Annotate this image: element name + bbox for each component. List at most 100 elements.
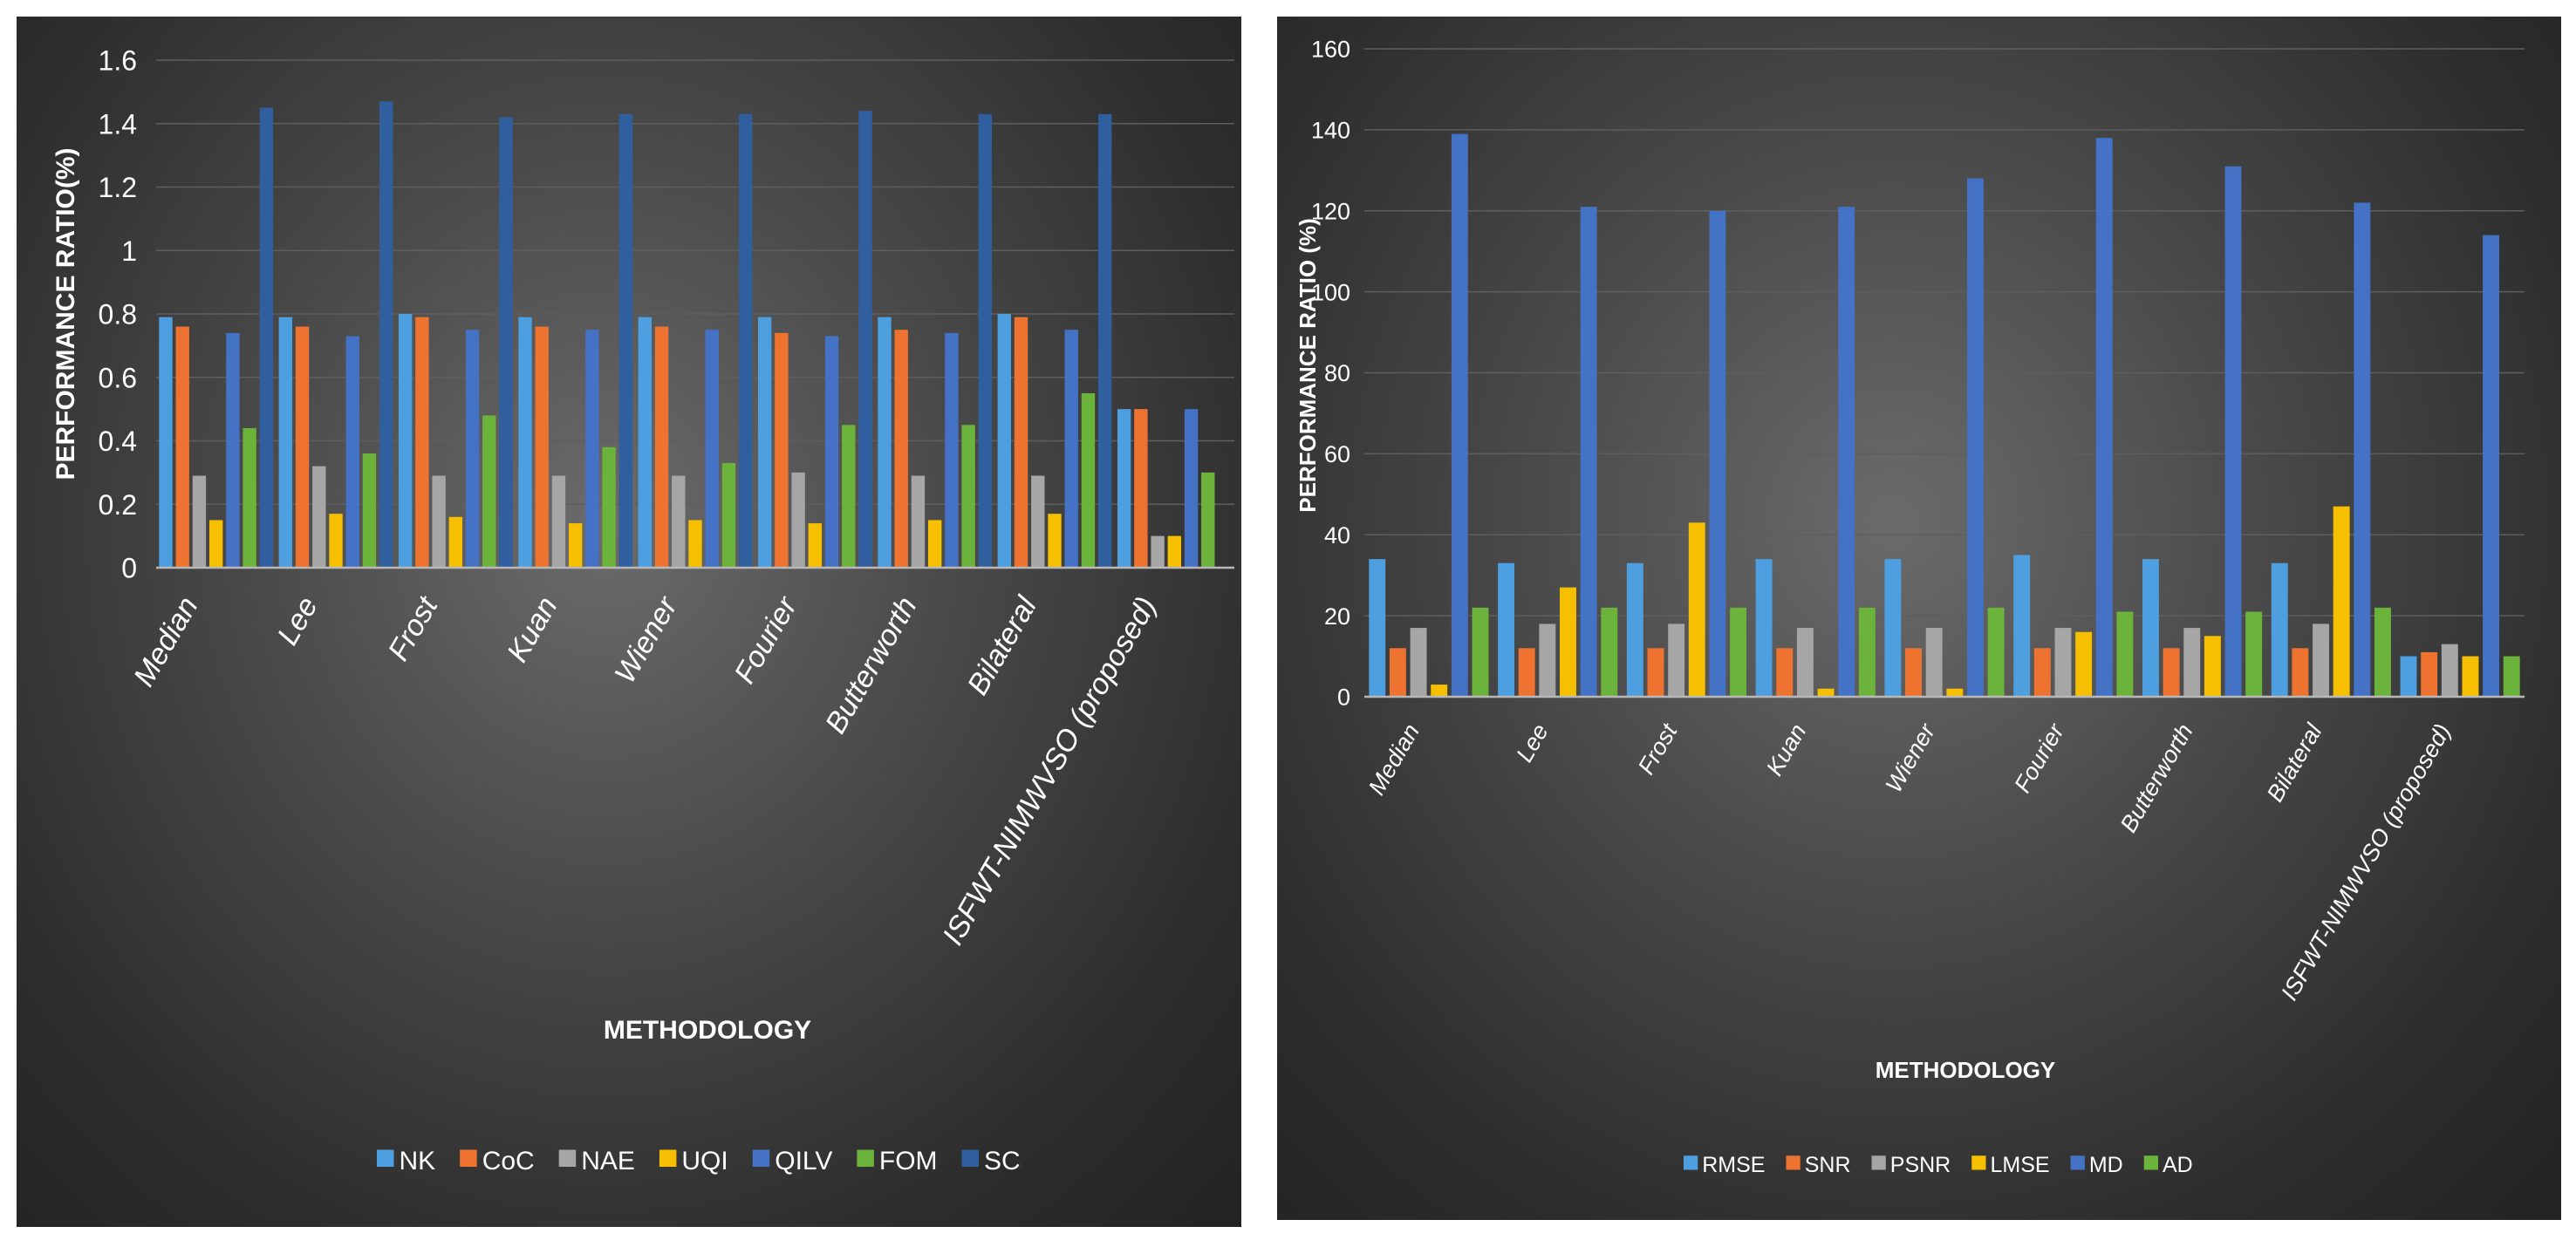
y-axis-title: PERFORMANCE RATIO (%)	[1295, 218, 1321, 513]
bar-rmse-median	[1369, 559, 1386, 697]
bar-nae-bilateral	[1031, 475, 1045, 568]
bar-md-isfwt-nimwvso-proposed	[2483, 235, 2500, 697]
bar-ad-frost	[1730, 607, 1747, 697]
x-category-label: Kuan	[501, 591, 564, 668]
bar-rmse-butterworth	[2142, 559, 2159, 697]
bar-sc-kuan	[618, 113, 633, 568]
bar-sc-lee	[379, 101, 393, 569]
legend-swatch-uqi	[659, 1149, 677, 1167]
y-tick-label: 0.8	[99, 299, 137, 330]
legend-swatch-snr	[1786, 1155, 1800, 1170]
x-category-label: Bilateral	[2262, 719, 2327, 806]
bar-psnr-kuan	[1796, 628, 1814, 697]
y-tick-label: 1	[121, 235, 137, 267]
bar-nk-lee	[278, 317, 293, 568]
legend-label-coc: CoC	[482, 1147, 535, 1175]
bar-ad-fourier	[2116, 611, 2134, 697]
bar-qilv-butterworth	[945, 332, 959, 568]
bar-rmse-kuan	[1755, 559, 1773, 697]
bar-nae-wiener	[672, 475, 686, 568]
bar-rmse-wiener	[1884, 559, 1902, 697]
bar-lmse-isfwt-nimwvso-proposed	[2462, 656, 2479, 697]
y-axis-title: PERFORMANCE RATIO(%)	[51, 147, 80, 480]
bar-nae-lee	[312, 466, 326, 568]
bar-coc-butterworth	[894, 330, 908, 568]
bar-snr-wiener	[1905, 648, 1922, 697]
bar-uqi-fourier	[808, 523, 823, 568]
x-category-label: Wiener	[608, 590, 684, 689]
bar-lmse-median	[1431, 685, 1448, 697]
bar-md-butterworth	[2224, 166, 2242, 697]
bar-fom-median	[243, 427, 256, 568]
bar-md-kuan	[1838, 207, 1855, 697]
bar-lmse-bilateral	[2333, 506, 2350, 697]
bar-lmse-fourier	[2075, 631, 2093, 697]
bar-snr-isfwt-nimwvso-proposed	[2421, 651, 2438, 697]
y-tick-label: 140	[1311, 118, 1350, 144]
bar-nae-butterworth	[911, 475, 926, 568]
bar-ad-lee	[1601, 607, 1618, 697]
bar-ad-median	[1472, 607, 1489, 697]
bar-ad-butterworth	[2245, 611, 2263, 697]
legend-swatch-lmse	[1971, 1155, 1986, 1170]
y-tick-label: 0	[1337, 685, 1350, 711]
bar-fom-frost	[482, 415, 496, 568]
bar-ad-isfwt-nimwvso-proposed	[2503, 656, 2520, 697]
bar-lmse-wiener	[1946, 688, 1964, 697]
legend-swatch-psnr	[1871, 1155, 1886, 1170]
legend-label-nae: NAE	[581, 1147, 635, 1175]
bar-qilv-frost	[465, 330, 480, 568]
legend-swatch-nk	[377, 1149, 394, 1167]
legend-swatch-fom	[857, 1149, 874, 1167]
bar-fom-lee	[362, 453, 377, 568]
bar-snr-frost	[1647, 648, 1664, 697]
bar-nk-wiener	[638, 317, 653, 568]
y-tick-label: 40	[1324, 522, 1350, 549]
x-axis-title: METHODOLOGY	[604, 1016, 811, 1045]
legend-label-nk: NK	[400, 1147, 436, 1175]
bar-psnr-fourier	[2054, 628, 2072, 697]
x-category-label: Lee	[1511, 719, 1554, 767]
bar-sc-median	[259, 107, 274, 568]
y-tick-label: 0.4	[99, 426, 137, 457]
bar-sc-bilateral	[1097, 113, 1112, 568]
bar-coc-wiener	[654, 326, 669, 568]
bar-md-lee	[1580, 207, 1597, 697]
y-tick-label: 100	[1311, 279, 1350, 305]
bar-coc-isfwt-nimwvso-proposed	[1134, 409, 1148, 568]
bar-rmse-isfwt-nimwvso-proposed	[2400, 656, 2417, 697]
bar-uqi-lee	[329, 514, 343, 568]
bar-fom-fourier	[842, 425, 856, 568]
bar-snr-bilateral	[2292, 648, 2309, 697]
bar-nae-frost	[432, 475, 446, 568]
x-category-label: ISFWT-NIMWVSO (proposed)	[936, 591, 1163, 951]
bar-snr-lee	[1518, 648, 1535, 697]
legend-label-snr: SNR	[1805, 1153, 1851, 1177]
bar-qilv-isfwt-nimwvso-proposed	[1184, 409, 1199, 568]
y-tick-label: 160	[1311, 37, 1350, 63]
x-category-label: Fourier	[728, 590, 805, 690]
bar-nk-frost	[398, 314, 413, 568]
x-category-label: Frost	[382, 590, 445, 666]
bar-coc-lee	[295, 326, 310, 568]
bar-nae-fourier	[791, 472, 805, 568]
bar-psnr-median	[1410, 628, 1427, 697]
bar-psnr-wiener	[1925, 628, 1943, 697]
bar-coc-fourier	[775, 332, 789, 568]
bar-nae-median	[192, 475, 207, 568]
bar-md-fourier	[2095, 138, 2113, 698]
bar-sc-butterworth	[978, 113, 993, 568]
bar-qilv-fourier	[824, 336, 839, 568]
bar-snr-butterworth	[2163, 648, 2180, 697]
bar-rmse-fourier	[2013, 555, 2031, 697]
x-category-label: Wiener	[1881, 719, 1941, 797]
legend-label-psnr: PSNR	[1890, 1153, 1951, 1177]
x-category-label: Frost	[1633, 719, 1683, 780]
y-tick-label: 60	[1324, 441, 1350, 467]
legend-label-sc: SC	[984, 1147, 1021, 1175]
bar-psnr-lee	[1539, 624, 1556, 697]
bar-snr-fourier	[2033, 648, 2051, 697]
bar-rmse-lee	[1498, 562, 1515, 697]
bar-nk-fourier	[757, 317, 772, 568]
legend-label-ad: AD	[2163, 1153, 2193, 1177]
